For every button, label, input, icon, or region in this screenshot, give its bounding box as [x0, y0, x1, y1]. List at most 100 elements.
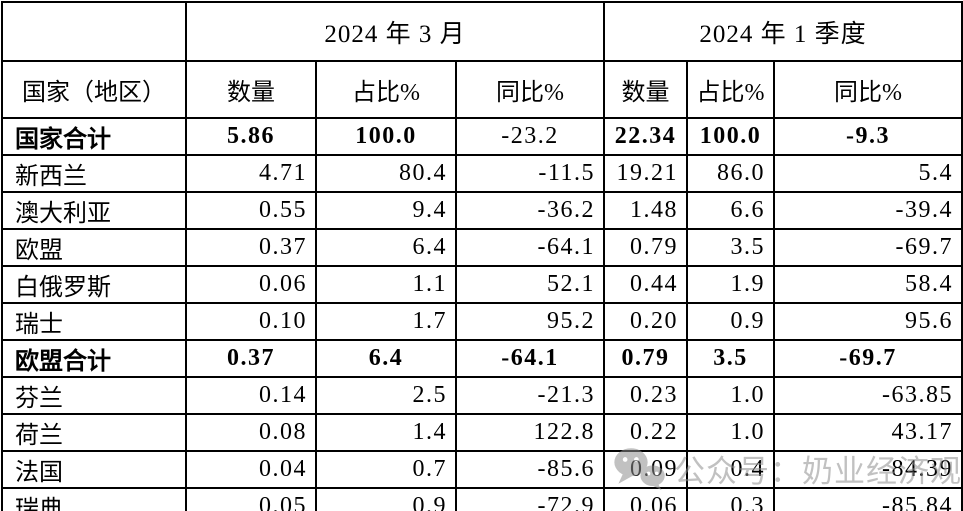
- value-cell: -85.84: [773, 487, 963, 511]
- value-cell: 19.21: [603, 154, 689, 193]
- value-cell: 0.09: [603, 450, 689, 489]
- value-cell: 0.79: [603, 339, 689, 378]
- value-cell: 100.0: [315, 117, 457, 156]
- value-cell: -9.3: [773, 117, 963, 156]
- row-label: 国家合计: [1, 117, 187, 156]
- value-cell: 43.17: [773, 413, 963, 452]
- value-cell: 3.5: [686, 339, 776, 378]
- table-row: 瑞士 0.10 1.7 95.2 0.20 0.9 95.6: [1, 302, 963, 341]
- value-cell: 0.79: [603, 228, 689, 267]
- row-label: 澳大利亚: [1, 191, 187, 230]
- value-cell: -39.4: [773, 191, 963, 230]
- value-cell: 6.4: [315, 228, 457, 267]
- row-label: 芬兰: [1, 376, 187, 415]
- value-cell: 0.37: [185, 228, 317, 267]
- table-row: 瑞典 0.05 0.9 -72.9 0.06 0.3 -85.84: [1, 487, 963, 511]
- value-cell: 0.20: [603, 302, 689, 341]
- value-cell: 0.7: [315, 450, 457, 489]
- value-cell: 0.55: [185, 191, 317, 230]
- table-row: 国家合计 5.86 100.0 -23.2 22.34 100.0 -9.3: [1, 117, 963, 156]
- row-label: 瑞士: [1, 302, 187, 341]
- value-cell: 4.71: [185, 154, 317, 193]
- value-cell: 9.4: [315, 191, 457, 230]
- col-header-quantity-march: 数量: [185, 60, 317, 119]
- value-cell: 1.48: [603, 191, 689, 230]
- value-cell: 0.06: [603, 487, 689, 511]
- value-cell: 0.23: [603, 376, 689, 415]
- value-cell: 0.05: [185, 487, 317, 511]
- value-cell: 80.4: [315, 154, 457, 193]
- value-cell: 3.5: [686, 228, 776, 267]
- value-cell: -11.5: [454, 154, 606, 193]
- value-cell: 52.1: [454, 265, 606, 304]
- table-row: 欧盟 0.37 6.4 -64.1 0.79 3.5 -69.7: [1, 228, 963, 267]
- value-cell: 95.2: [454, 302, 606, 341]
- row-label: 白俄罗斯: [1, 265, 187, 304]
- value-cell: 1.4: [315, 413, 457, 452]
- group-header-q1: 2024 年 1 季度: [603, 1, 963, 62]
- value-cell: 1.9: [686, 265, 776, 304]
- value-cell: 0.44: [603, 265, 689, 304]
- value-cell: 0.9: [315, 487, 457, 511]
- table-header-columns: 国家（地区） 数量 占比% 同比% 数量 占比% 同比%: [1, 60, 963, 119]
- value-cell: 1.0: [686, 413, 776, 452]
- value-cell: -69.7: [773, 339, 963, 378]
- value-cell: 6.6: [686, 191, 776, 230]
- table-row: 芬兰 0.14 2.5 -21.3 0.23 1.0 -63.85: [1, 376, 963, 415]
- value-cell: 122.8: [454, 413, 606, 452]
- value-cell: 5.4: [773, 154, 963, 193]
- value-cell: -23.2: [454, 117, 606, 156]
- row-label: 荷兰: [1, 413, 187, 452]
- table-row: 新西兰 4.71 80.4 -11.5 19.21 86.0 5.4: [1, 154, 963, 193]
- col-header-yoy-q1: 同比%: [773, 60, 963, 119]
- row-label: 瑞典: [1, 487, 187, 511]
- value-cell: 0.14: [185, 376, 317, 415]
- value-cell: 1.0: [686, 376, 776, 415]
- table-row: 白俄罗斯 0.06 1.1 52.1 0.44 1.9 58.4: [1, 265, 963, 304]
- col-header-country: 国家（地区）: [1, 60, 187, 119]
- value-cell: 0.04: [185, 450, 317, 489]
- value-cell: 2.5: [315, 376, 457, 415]
- value-cell: 58.4: [773, 265, 963, 304]
- value-cell: 86.0: [686, 154, 776, 193]
- table-row: 澳大利亚 0.55 9.4 -36.2 1.48 6.6 -39.4: [1, 191, 963, 230]
- corner-cell-empty: [1, 1, 187, 62]
- group-header-march: 2024 年 3 月: [184, 1, 606, 62]
- value-cell: 0.08: [185, 413, 317, 452]
- value-cell: -72.9: [454, 487, 606, 511]
- value-cell: 0.3: [686, 487, 776, 511]
- value-cell: 0.06: [185, 265, 317, 304]
- table-row: 法国 0.04 0.7 -85.6 0.09 0.4 -84.39: [1, 450, 963, 489]
- value-cell: 0.22: [603, 413, 689, 452]
- col-header-share-q1: 占比%: [686, 60, 776, 119]
- value-cell: -64.1: [454, 339, 606, 378]
- value-cell: -36.2: [454, 191, 606, 230]
- value-cell: -85.6: [454, 450, 606, 489]
- col-header-yoy-march: 同比%: [454, 60, 606, 119]
- value-cell: 0.4: [686, 450, 776, 489]
- value-cell: 5.86: [185, 117, 317, 156]
- value-cell: 95.6: [773, 302, 963, 341]
- value-cell: 0.37: [185, 339, 317, 378]
- row-label: 法国: [1, 450, 187, 489]
- value-cell: -64.1: [454, 228, 606, 267]
- value-cell: -63.85: [773, 376, 963, 415]
- value-cell: 0.9: [686, 302, 776, 341]
- value-cell: 22.34: [603, 117, 689, 156]
- value-cell: 1.1: [315, 265, 457, 304]
- value-cell: 0.10: [185, 302, 317, 341]
- value-cell: 1.7: [315, 302, 457, 341]
- col-header-share-march: 占比%: [315, 60, 457, 119]
- value-cell: 6.4: [315, 339, 457, 378]
- value-cell: -69.7: [773, 228, 963, 267]
- row-label: 欧盟合计: [1, 339, 187, 378]
- row-label: 新西兰: [1, 154, 187, 193]
- value-cell: 100.0: [686, 117, 776, 156]
- value-cell: -84.39: [773, 450, 963, 489]
- col-header-quantity-q1: 数量: [603, 60, 689, 119]
- row-label: 欧盟: [1, 228, 187, 267]
- value-cell: -21.3: [454, 376, 606, 415]
